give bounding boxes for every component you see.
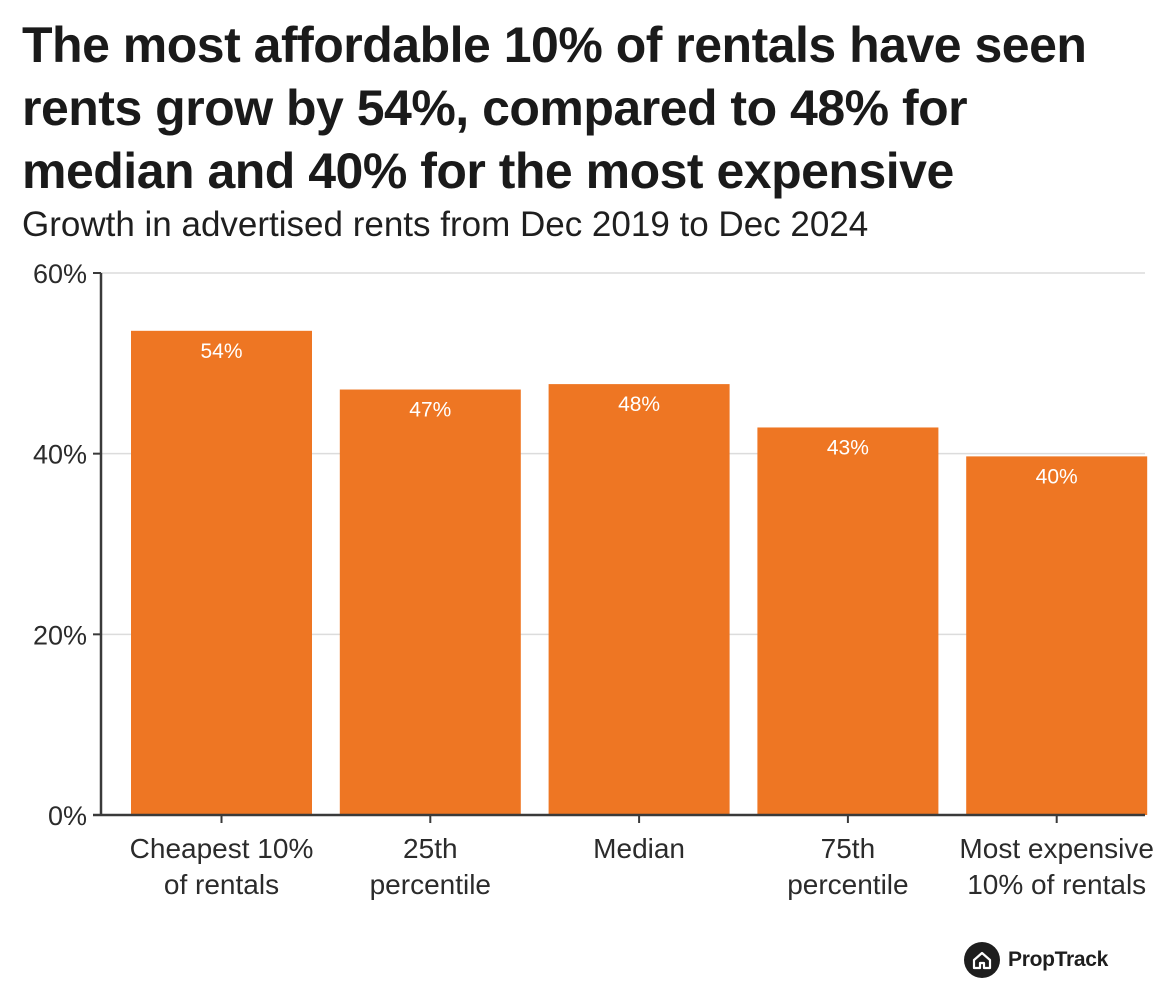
x-category-label: 75th bbox=[821, 833, 876, 864]
y-tick-label: 20% bbox=[33, 620, 87, 650]
bar bbox=[757, 427, 939, 815]
x-category-label: 10% of rentals bbox=[967, 869, 1146, 900]
y-axis-ticks: 0% 20% 40% 60% bbox=[33, 259, 101, 831]
bar bbox=[548, 384, 730, 815]
y-tick-label: 40% bbox=[33, 440, 87, 470]
bar bbox=[339, 389, 521, 815]
y-tick-label: 0% bbox=[48, 801, 87, 831]
x-category-label: Median bbox=[593, 833, 685, 864]
data-label: 40% bbox=[1036, 465, 1078, 488]
data-label: 43% bbox=[827, 436, 869, 459]
data-labels: 54% 47% 48% 43% 40% bbox=[200, 340, 1077, 489]
bar-chart: 0% 20% 40% 60% 54% 47% 48% 43% 40% Cheapest 10%… bbox=[33, 259, 1154, 900]
x-category-label: Cheapest 10% bbox=[130, 833, 314, 864]
axes bbox=[93, 273, 1145, 817]
x-category-label: percentile bbox=[370, 869, 491, 900]
bar bbox=[966, 456, 1148, 815]
bar bbox=[131, 330, 312, 815]
data-label: 54% bbox=[200, 340, 242, 363]
data-label: 47% bbox=[409, 399, 451, 422]
proptrack-logo: PropTrack bbox=[964, 942, 1108, 978]
x-category-label: of rentals bbox=[164, 869, 279, 900]
chart-subtitle: Growth in advertised rents from Dec 2019… bbox=[22, 205, 869, 244]
x-category-label: percentile bbox=[787, 869, 908, 900]
x-category-label: Most expensive bbox=[959, 833, 1154, 864]
y-tick-label: 60% bbox=[33, 259, 87, 289]
logo-text: PropTrack bbox=[1008, 948, 1109, 971]
bars bbox=[131, 330, 1148, 815]
data-label: 48% bbox=[618, 393, 660, 416]
chart-title: The most affordable 10% of rentals have … bbox=[22, 17, 1087, 199]
x-axis-categories: Cheapest 10% of rentals 25th percentile Medi… bbox=[130, 815, 1154, 900]
x-category-label: 25th bbox=[403, 833, 458, 864]
house-icon bbox=[964, 942, 1000, 978]
